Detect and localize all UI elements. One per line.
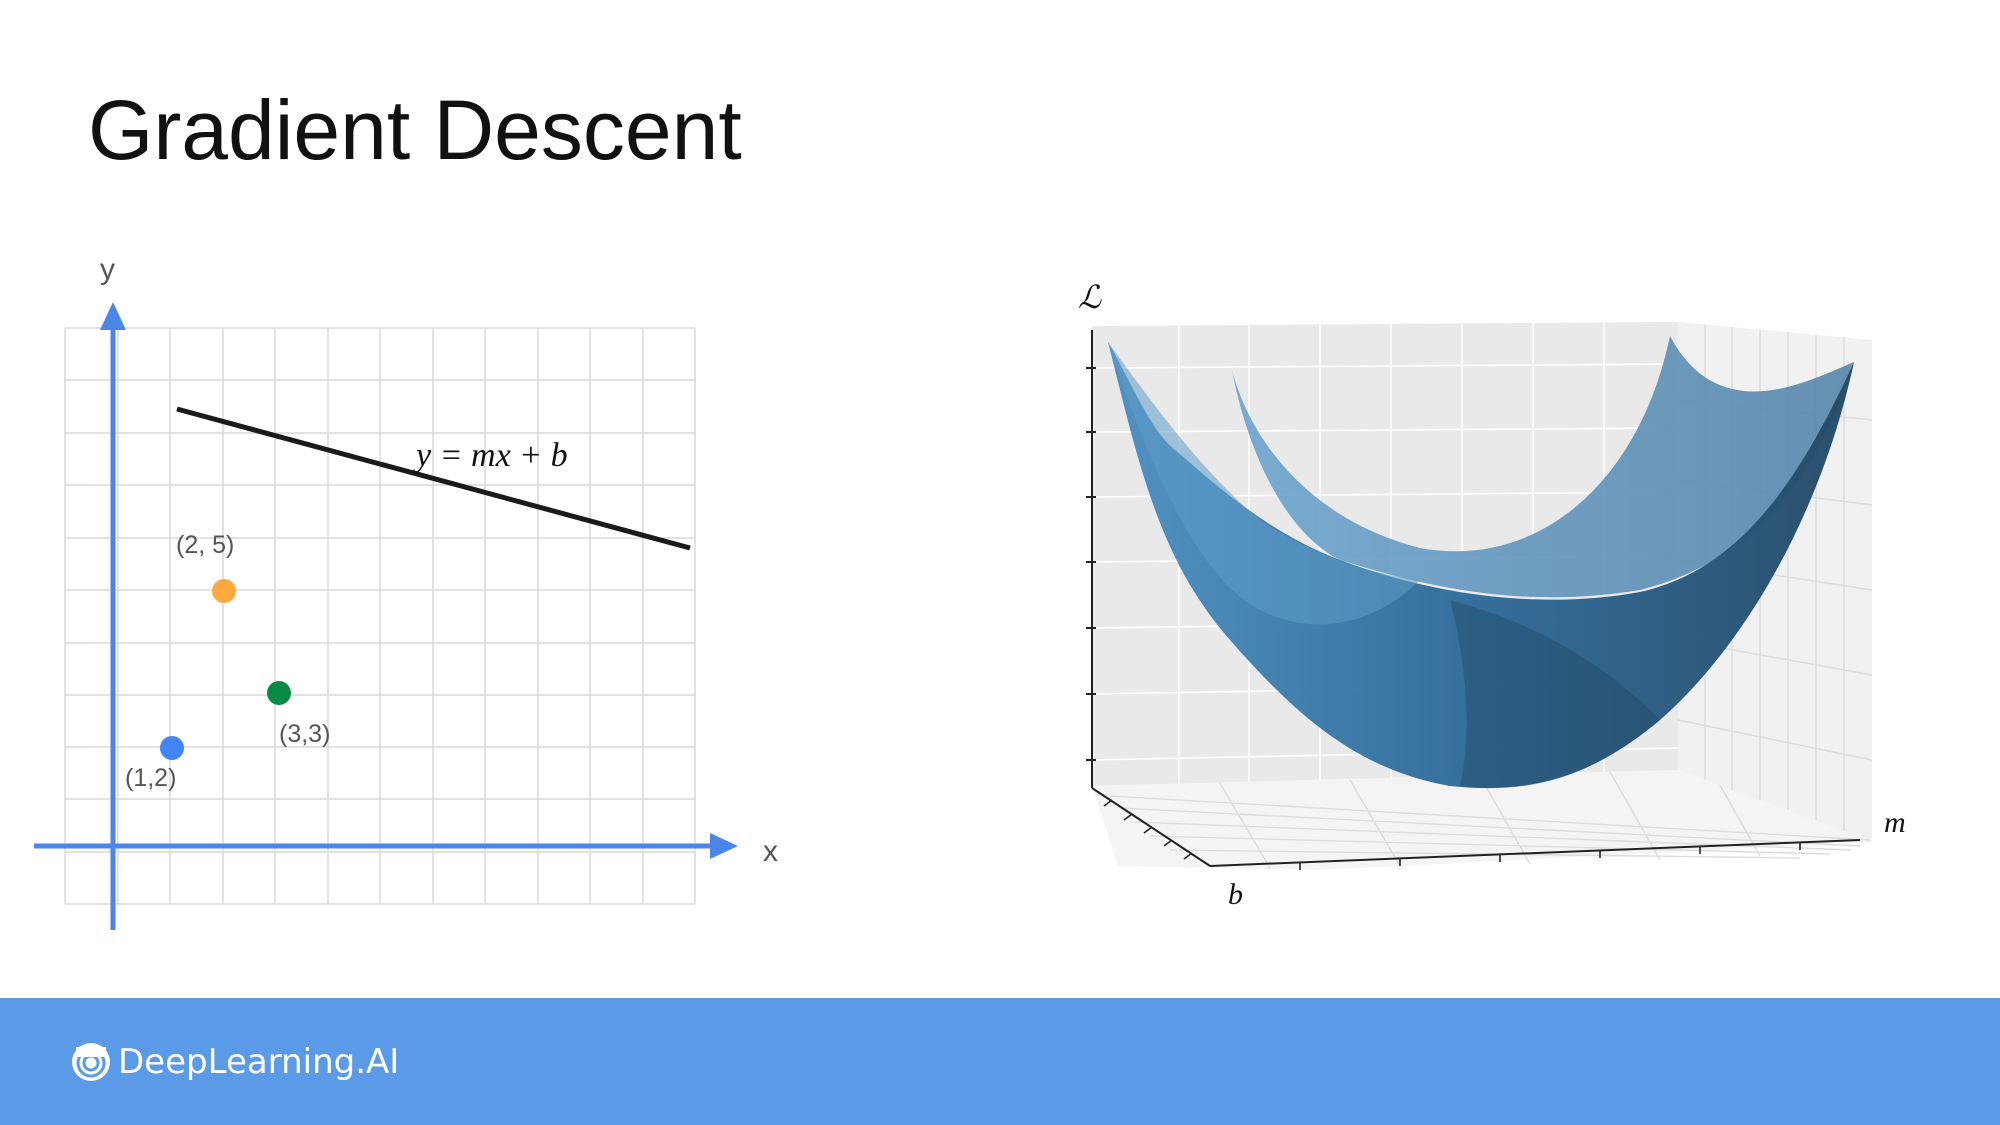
y-axis-label: y: [100, 253, 115, 286]
point-label-1-2: (1,2): [125, 764, 176, 792]
b-axis-label: b: [1228, 878, 1243, 911]
m-axis-label: m: [1884, 806, 1906, 839]
scatter-plot: y x y = mx + b (1,2) (2, 5) (3,3): [34, 253, 778, 930]
point-label-2-5: (2, 5): [176, 531, 234, 559]
loss-axis-label: ℒ: [1078, 279, 1102, 315]
x-axis-label: x: [763, 835, 778, 868]
x-axis-arrow-icon: [710, 833, 738, 859]
footer-bar: DeepLearning.AI: [0, 998, 2000, 1125]
data-point-2-5: [212, 579, 236, 603]
y-axis-arrow-icon: [100, 302, 126, 330]
brand-name: DeepLearning.AI: [118, 1042, 400, 1082]
loss-surface-3d: ℒ b m: [1078, 279, 1906, 911]
surface-back-sheet: [1232, 336, 1854, 598]
data-point-1-2: [160, 736, 184, 760]
brand[interactable]: DeepLearning.AI: [70, 1040, 399, 1084]
y-axis: [100, 302, 126, 930]
data-point-3-3: [267, 681, 291, 705]
surface-shadow: [1450, 600, 1660, 789]
point-label-3-3: (3,3): [279, 720, 330, 748]
surface-left-flank: [1108, 342, 1420, 625]
deeplearning-logo-icon: [72, 1043, 110, 1081]
floor-edges: [1091, 787, 1861, 870]
regression-line: [176, 406, 691, 551]
equation-label: y = mx + b: [413, 437, 568, 474]
z-axis: [1086, 330, 1096, 788]
x-axis: [34, 833, 738, 859]
grid: [64, 327, 696, 905]
surface-bowl: [1108, 342, 1854, 789]
floor-pane: [1092, 770, 1872, 870]
slide-title: Gradient Descent: [88, 83, 742, 177]
